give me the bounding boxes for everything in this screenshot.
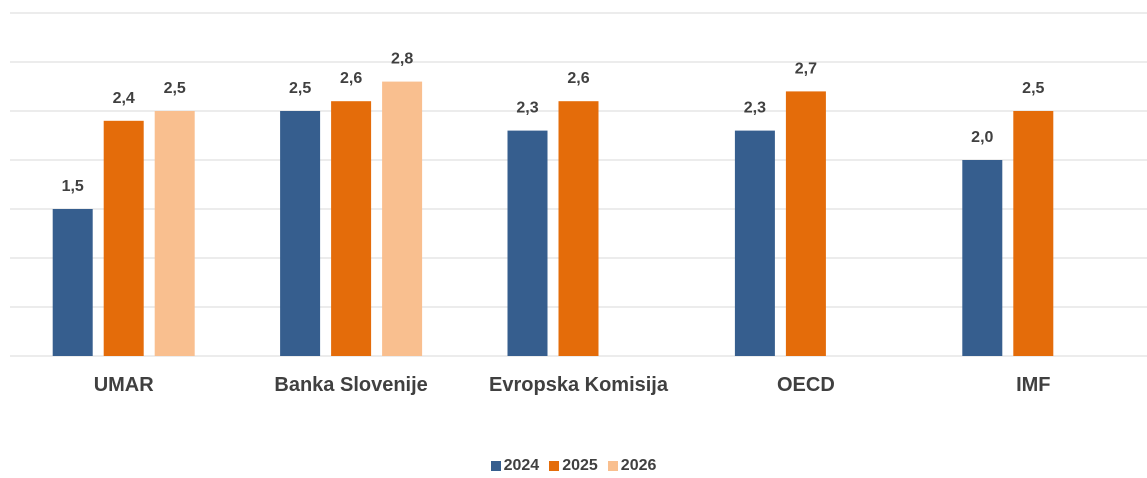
x-tick-label: Evropska Komisija [489, 374, 668, 396]
bar [382, 81, 423, 356]
data-label: 2,0 [971, 129, 993, 146]
legend-label: 2024 [503, 457, 540, 474]
data-label: 2,3 [744, 100, 766, 117]
data-label: 2,6 [340, 70, 362, 87]
legend: 2024 2025 2026 [0, 457, 1147, 475]
x-tick-label: IMF [1016, 374, 1051, 396]
legend-item: 2024 [490, 457, 540, 475]
data-label: 2,6 [567, 70, 589, 87]
x-tick-label: Banka Slovenije [274, 374, 428, 396]
data-label: 2,8 [391, 51, 413, 68]
legend-swatch [607, 461, 618, 471]
data-label: 2,4 [113, 90, 135, 107]
legend-label: 2026 [620, 457, 657, 474]
data-label: 2,5 [289, 80, 311, 97]
bar [331, 101, 372, 356]
x-tick-label: UMAR [93, 374, 154, 396]
bar [52, 209, 93, 356]
data-label: 2,3 [516, 100, 538, 117]
bar [103, 120, 144, 356]
bar [962, 160, 1003, 356]
legend-swatch [490, 461, 501, 471]
bar [154, 111, 195, 356]
bar [280, 111, 321, 356]
x-tick-label: OECD [776, 374, 835, 396]
legend-item: 2026 [607, 457, 657, 475]
data-label: 2,5 [164, 80, 186, 97]
bar [558, 101, 599, 356]
bar [507, 130, 548, 356]
bar [734, 130, 775, 356]
bar [785, 91, 826, 357]
legend-swatch [549, 461, 560, 471]
data-label: 2,5 [1022, 80, 1044, 97]
legend-item: 2025 [549, 457, 598, 475]
data-label: 2,7 [795, 60, 817, 77]
data-label: 1,5 [62, 178, 84, 195]
bar [1013, 111, 1054, 356]
legend-label: 2025 [562, 457, 598, 474]
